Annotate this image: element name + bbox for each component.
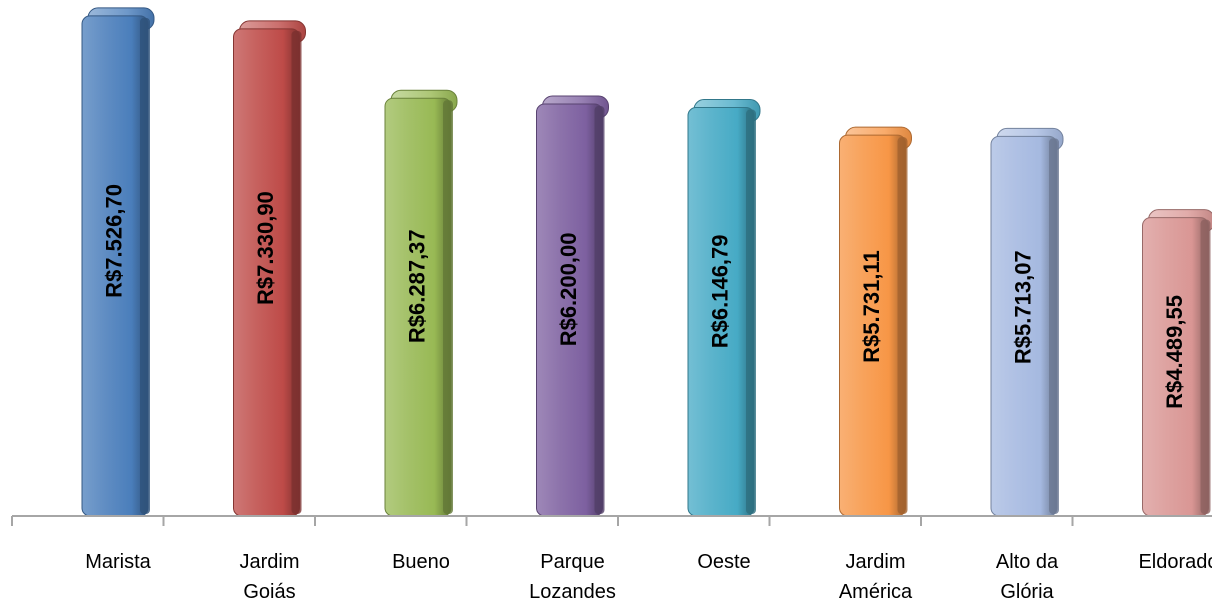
data-label: R$4.489,55 (1162, 295, 1187, 409)
category-label: Bueno (392, 551, 450, 573)
data-label: R$6.287,37 (405, 229, 430, 343)
bar-3 (384, 89, 458, 517)
bar-side (1200, 219, 1211, 514)
data-label: R$5.731,11 (859, 250, 884, 363)
bars-layer: R$7.526,70 R$7.330,90 R$6.287,37 R$6.200,00… (81, 7, 1212, 517)
data-label: R$7.526,70 (102, 184, 127, 298)
bar-side (443, 100, 453, 514)
category-label: Parque Lozandes (529, 551, 616, 603)
data-label: R$5.713,07 (1011, 250, 1036, 364)
category-label: Oeste (697, 551, 750, 573)
bar-4 (536, 95, 609, 517)
x-axis (11, 515, 1212, 526)
bar-5 (687, 99, 761, 517)
category-label: Eldorado (1138, 551, 1212, 573)
bar-side (291, 30, 302, 515)
data-label: R$6.146,79 (708, 234, 733, 348)
category-label: Marista (85, 551, 151, 573)
data-label: R$6.200,00 (556, 233, 581, 347)
bar-side (140, 17, 150, 514)
bar-side (594, 106, 605, 515)
bar-7 (990, 127, 1064, 517)
bar-side (897, 137, 908, 515)
category-label: Alto da Glória (996, 551, 1059, 603)
bar-6 (839, 126, 912, 517)
bar-8 (1142, 209, 1212, 517)
category-labels: Marista Jardim Goiás Bueno Parque Lozandes Oes… (85, 551, 1212, 603)
data-label: R$7.330,90 (253, 191, 278, 305)
bar-side (1049, 138, 1059, 514)
bar-side (746, 109, 756, 514)
category-label: Jardim América (839, 551, 913, 603)
category-label: Jardim Goiás (239, 551, 299, 603)
bar-1 (81, 7, 155, 517)
